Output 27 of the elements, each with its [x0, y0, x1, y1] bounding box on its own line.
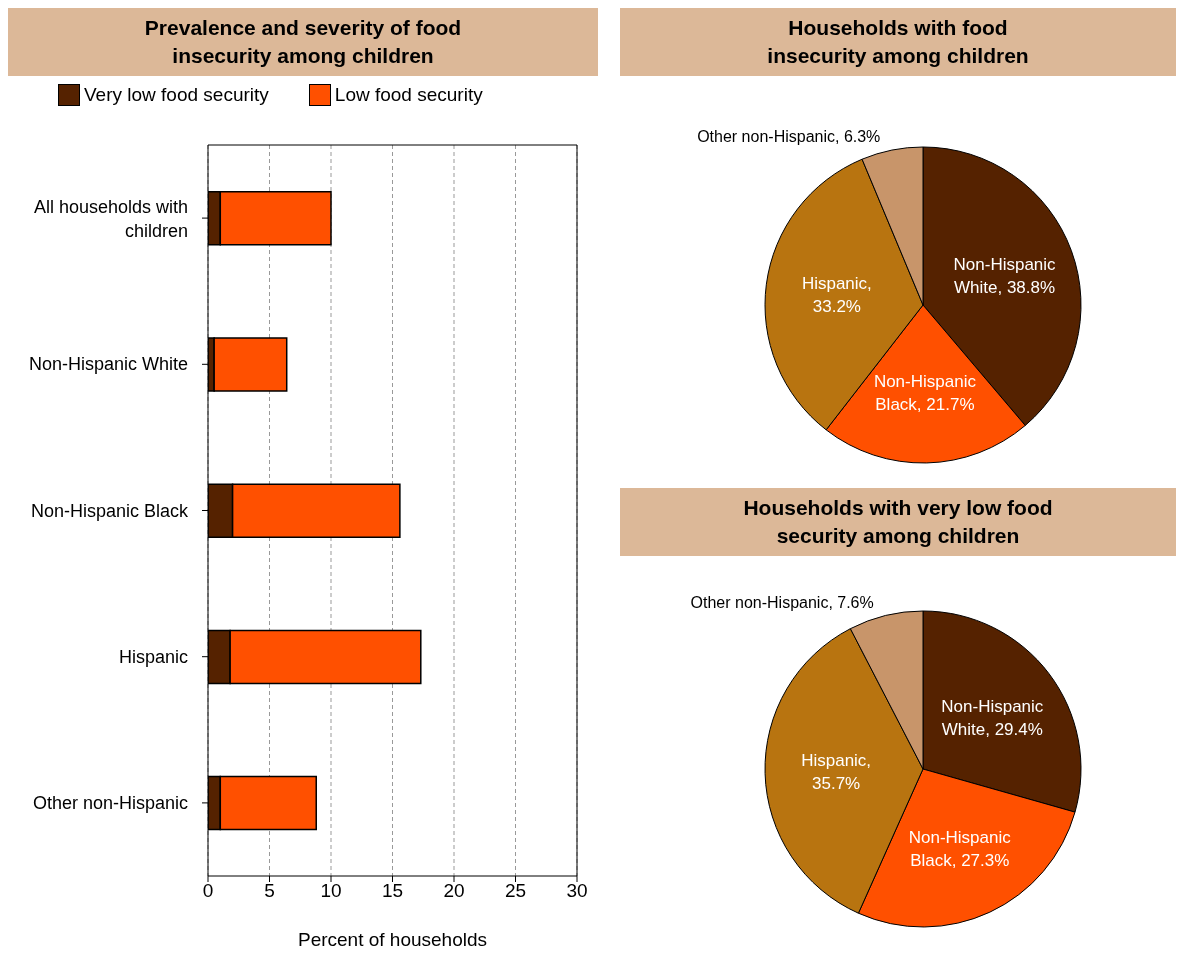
x-tick-label: 10: [320, 880, 342, 902]
slice-label: Other non-Hispanic, 6.3%: [697, 128, 881, 146]
slice-label: Non-Hispanic White, 38.8%: [953, 255, 1057, 298]
y-tick-label: Non-Hispanic Black: [30, 500, 189, 521]
legend-label: Low food security: [334, 84, 483, 106]
chart-title: Prevalence and severity of food insecurity among children: [143, 15, 463, 69]
x-tick-label: 0: [202, 880, 214, 902]
x-tick-label: 5: [264, 880, 275, 902]
y-tick-label: Other non-Hispanic: [32, 792, 188, 813]
bar: [213, 337, 288, 392]
y-tick-label: All households with children: [33, 197, 188, 242]
slice-label: Non-Hispanic Black, 21.7%: [873, 371, 977, 414]
x-tick-label: 30: [566, 880, 588, 902]
x-tick-label: 15: [381, 880, 404, 902]
slice-label: Hispanic, 33.2%: [801, 273, 872, 316]
x-tick-label: 25: [504, 880, 527, 902]
y-tick-label: Hispanic: [118, 646, 188, 667]
chart-title: Households with food insecurity among children: [766, 15, 1030, 69]
chart-title: Households with very low food security among children: [742, 495, 1054, 549]
slice-label: Other non-Hispanic, 7.6%: [690, 593, 874, 611]
slice-label: Hispanic, 35.7%: [801, 751, 872, 794]
x-axis-title: Percent of households: [297, 929, 488, 950]
slice-label: Non-Hispanic Black, 27.3%: [908, 827, 1012, 870]
legend-label: Very low food security: [84, 84, 269, 106]
slice-label: Non-Hispanic White, 29.4%: [941, 696, 1044, 739]
x-tick-label: 20: [443, 880, 465, 902]
y-tick-label: Non-Hispanic White: [28, 354, 188, 375]
